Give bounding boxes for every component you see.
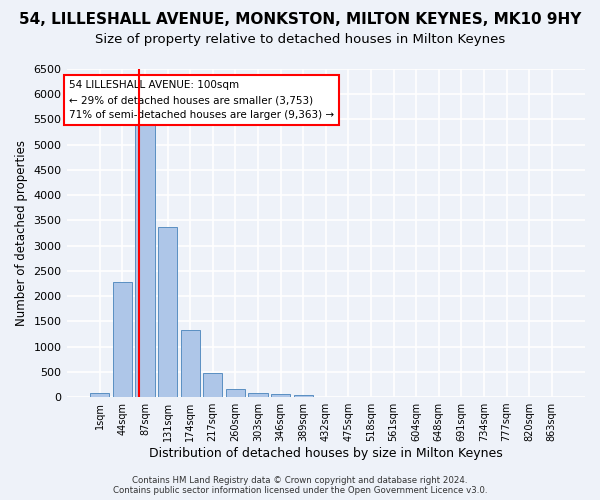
Bar (203, 373, 223, 397)
Bar (90, 394, 109, 397)
Bar (113, 282, 132, 397)
Bar (181, 330, 200, 397)
Text: 54 LILLESHALL AVENUE: 100sqm
← 29% of detached houses are smaller (3,753)
71% of: 54 LILLESHALL AVENUE: 100sqm ← 29% of de… (69, 80, 334, 120)
Bar (271, 394, 290, 397)
Y-axis label: Number of detached properties: Number of detached properties (15, 140, 28, 326)
Text: 54, LILLESHALL AVENUE, MONKSTON, MILTON KEYNES, MK10 9HY: 54, LILLESHALL AVENUE, MONKSTON, MILTON … (19, 12, 581, 28)
Bar (136, 122, 155, 397)
Text: Contains HM Land Registry data © Crown copyright and database right 2024.
Contai: Contains HM Land Registry data © Crown c… (113, 476, 487, 495)
X-axis label: Distribution of detached houses by size in Milton Keynes: Distribution of detached houses by size … (149, 447, 503, 460)
Bar (226, 389, 245, 397)
Bar (293, 395, 313, 397)
Bar (248, 393, 268, 397)
Text: Size of property relative to detached houses in Milton Keynes: Size of property relative to detached ho… (95, 32, 505, 46)
Bar (158, 226, 177, 397)
